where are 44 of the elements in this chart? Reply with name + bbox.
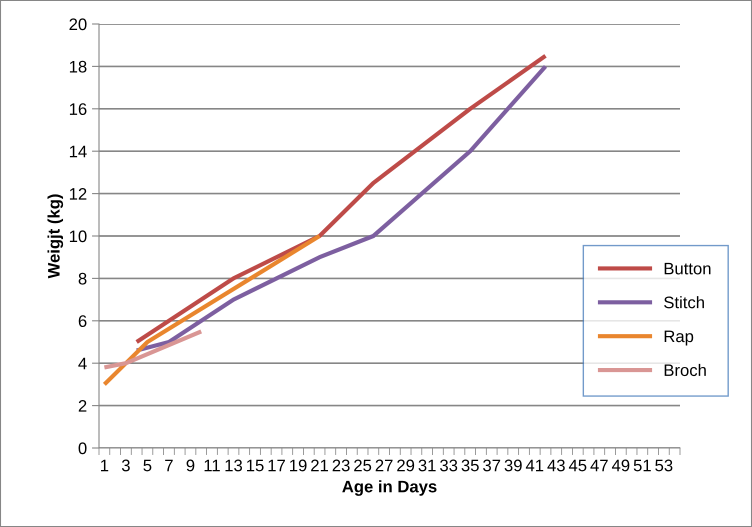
x-tick-label: 15 xyxy=(247,460,264,472)
x-tick-label: 5 xyxy=(143,460,152,472)
x-tick-label: 53 xyxy=(655,460,672,472)
x-tick-label: 35 xyxy=(462,460,479,472)
x-tick-label: 17 xyxy=(268,460,285,472)
x-tick-label: 45 xyxy=(568,460,586,472)
x-tick-label: 11 xyxy=(204,460,220,472)
x-tick-label: 41 xyxy=(526,460,544,472)
x-tick-label: 39 xyxy=(504,460,522,472)
x-tick-label: 19 xyxy=(290,460,307,472)
x-tick-label: 25 xyxy=(354,460,372,472)
y-tick-label: 18 xyxy=(70,60,86,73)
x-tick-label: 33 xyxy=(440,460,458,472)
legend-label: Rap xyxy=(664,330,694,346)
x-axis-title: Age in Days xyxy=(342,480,437,496)
y-tick-label: 16 xyxy=(70,103,86,116)
x-tick-label: 29 xyxy=(397,460,414,472)
x-tick-label: 13 xyxy=(225,460,242,472)
x-tick-label: 3 xyxy=(122,460,130,472)
y-tick-label: 0 xyxy=(78,442,87,454)
legend-label: Broch xyxy=(664,364,706,376)
y-tick-label: 12 xyxy=(70,188,86,200)
y-tick-label: 6 xyxy=(78,315,86,328)
y-tick-label: 14 xyxy=(70,146,87,158)
x-tick-label: 37 xyxy=(483,460,500,472)
y-axis-title: Weigjt (kg) xyxy=(47,194,64,278)
x-tick-label: 43 xyxy=(547,460,565,472)
x-tick-label: 27 xyxy=(376,460,393,472)
y-tick-label: 10 xyxy=(70,230,87,242)
x-tick-label: 1 xyxy=(101,460,108,472)
y-tick-label: 8 xyxy=(78,272,86,285)
y-tick-label: 4 xyxy=(78,358,87,370)
y-tick-label: 2 xyxy=(78,400,86,412)
x-tick-label: 9 xyxy=(186,460,194,472)
x-tick-label: 51 xyxy=(634,460,651,472)
legend-label: Button xyxy=(664,262,710,274)
x-tick-label: 47 xyxy=(590,460,608,472)
x-tick-label: 31 xyxy=(418,460,436,472)
x-tick-label: 23 xyxy=(332,460,350,472)
legend-label: Stitch xyxy=(664,296,704,308)
x-tick-label: 7 xyxy=(165,460,173,472)
x-tick-label: 49 xyxy=(612,460,630,472)
y-tick-label: 20 xyxy=(69,18,87,30)
x-tick-label: 21 xyxy=(311,460,328,472)
